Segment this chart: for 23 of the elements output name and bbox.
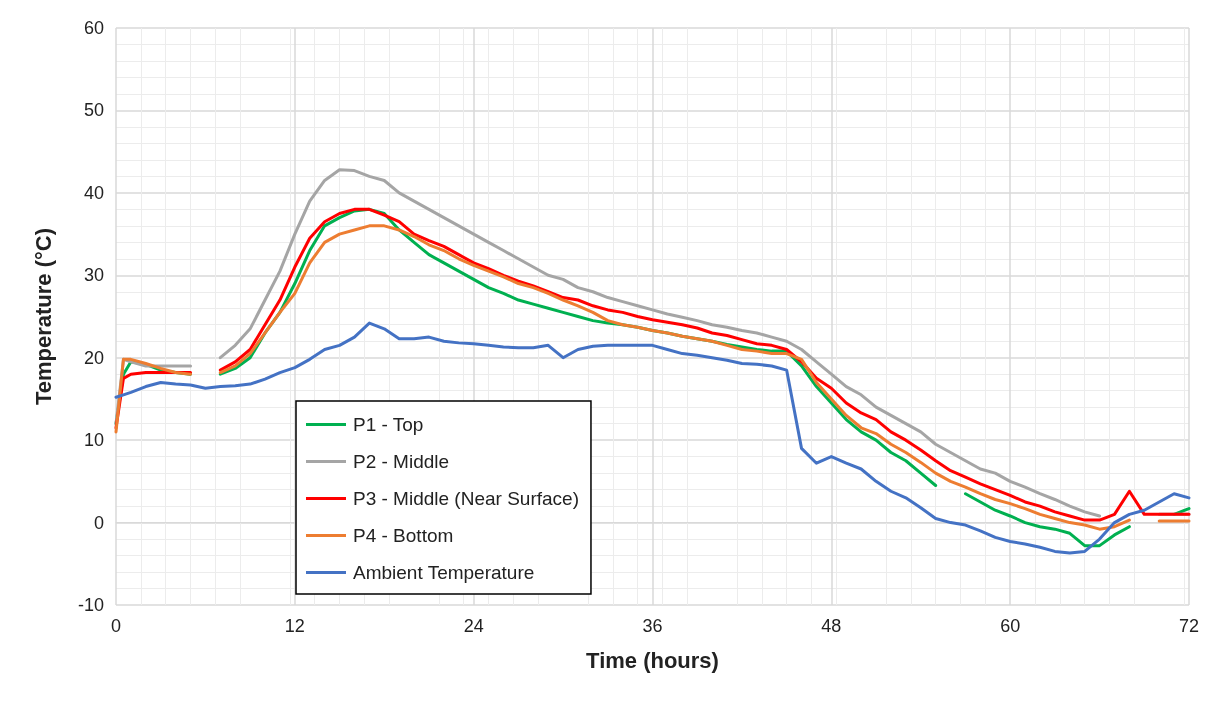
legend-label: P4 - Bottom: [353, 525, 454, 546]
legend-label: P2 - Middle: [353, 451, 450, 472]
legend-label: P1 - Top: [353, 414, 424, 435]
y-tick-label: 40: [83, 182, 104, 203]
x-tick-label: 72: [1178, 616, 1200, 636]
x-tick-label: 12: [284, 616, 305, 636]
legend-label: P3 - Middle (Near Surface): [353, 488, 579, 509]
y-tick-label: 30: [83, 265, 104, 286]
x-tick-label: 24: [463, 616, 484, 636]
x-tick-label: 48: [821, 616, 842, 636]
line-series: [114, 321, 1191, 555]
y-axis-title: Temperature (°C): [30, 227, 56, 406]
x-tick-label: 0: [110, 616, 122, 636]
x-tick-label: 60: [1000, 616, 1021, 636]
x-axis-title: Time (hours): [586, 647, 719, 673]
y-tick-label: 10: [83, 430, 104, 451]
y-tick-label: 0: [93, 512, 104, 533]
y-tick-label: 60: [83, 18, 104, 38]
legend-label: Ambient Temperature: [353, 562, 535, 583]
x-tick-label: 36: [642, 616, 663, 636]
y-tick-label: -10: [77, 595, 104, 615]
y-tick-label: 20: [83, 347, 104, 368]
y-tick-label: 50: [83, 100, 104, 121]
